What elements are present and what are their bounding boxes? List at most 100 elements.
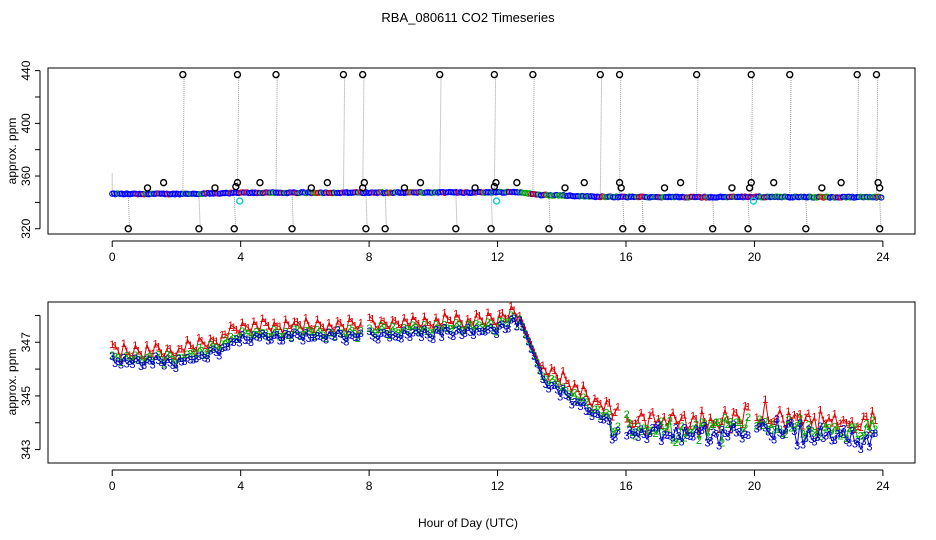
series-2-segment	[548, 378, 552, 385]
series-3-point: 3	[150, 359, 156, 371]
outlier-low-point	[124, 225, 132, 233]
series-3-segment	[701, 425, 706, 431]
series-1-point: 1	[294, 317, 300, 329]
series-2-segment	[614, 425, 619, 432]
series-3-segment	[741, 433, 746, 439]
series-1-point: 1	[404, 317, 410, 329]
series-1-segment	[542, 364, 547, 372]
series-1-segment	[152, 343, 157, 354]
raw-point	[837, 178, 845, 187]
series-1-point: 1	[742, 401, 748, 413]
series-1-point: 1	[514, 313, 520, 325]
series-2-segment	[796, 417, 801, 426]
series-1-segment	[250, 320, 255, 333]
series-3-point: 3	[355, 332, 361, 344]
series-3-segment	[565, 394, 570, 397]
series-3-point: 3	[219, 343, 225, 355]
series-3-segment	[166, 358, 171, 364]
series-1-segment	[655, 418, 659, 425]
series-3-segment	[276, 334, 281, 341]
series-3-point: 3	[424, 329, 430, 341]
series-2-point: 2	[473, 318, 479, 330]
series-3-segment	[435, 328, 439, 331]
series-3-point: 3	[696, 426, 702, 438]
series-1-point: 1	[193, 345, 199, 357]
calibration-point	[749, 197, 758, 205]
series-2-segment	[840, 433, 844, 436]
raw-point	[513, 178, 521, 187]
series-3-point: 3	[216, 351, 222, 363]
series-1-point: 1	[548, 363, 554, 375]
series-1-point: 1	[852, 424, 858, 436]
series-2-point: 2	[184, 349, 190, 361]
series-2-point: 2	[858, 431, 864, 443]
series-1-segment	[649, 411, 654, 416]
series-3-point: 3	[323, 335, 329, 347]
series-1-point: 1	[855, 421, 861, 433]
series-2-point: 2	[849, 422, 855, 434]
series-2-segment	[296, 328, 301, 335]
series-1-point: 1	[629, 419, 635, 431]
series-2-point: 2	[407, 325, 413, 337]
series-1-segment	[741, 405, 746, 424]
series-3-point: 3	[491, 325, 497, 337]
series-3-segment	[233, 338, 237, 343]
series-1-point: 1	[311, 324, 317, 336]
series-1-segment	[646, 414, 651, 431]
series-1-point: 1	[563, 375, 569, 387]
series-2-point: 2	[442, 320, 448, 332]
series-3-segment	[215, 351, 220, 356]
series-2-point: 2	[306, 325, 312, 337]
series-1-segment	[666, 417, 671, 427]
series-2-segment	[478, 324, 483, 328]
series-3-point: 3	[725, 431, 731, 443]
spike-trace	[856, 74, 859, 198]
series-3-segment	[597, 413, 602, 420]
raw-point	[232, 182, 240, 191]
series-3-segment	[704, 425, 709, 443]
series-3-point: 3	[670, 433, 676, 445]
series-3-segment	[290, 331, 295, 339]
series-1-segment	[343, 327, 347, 332]
series-1-point: 1	[135, 346, 141, 358]
series-1-segment	[761, 398, 766, 420]
series-1-point: 1	[673, 415, 679, 427]
series-3-segment	[409, 332, 414, 338]
series-1-segment	[294, 320, 298, 323]
series-1-segment	[597, 400, 601, 404]
series-3-segment	[270, 334, 275, 340]
series-1-point: 1	[427, 319, 433, 331]
series-1-segment	[114, 345, 119, 351]
series-3-segment	[328, 331, 333, 336]
series-2-segment	[727, 420, 732, 425]
series-3-point: 3	[291, 327, 297, 339]
series-1-segment	[727, 419, 732, 430]
series-3-point: 3	[366, 326, 372, 338]
series-2-segment	[187, 352, 191, 355]
series-2-segment	[415, 327, 419, 332]
series-2-segment	[568, 393, 572, 397]
series-2-segment	[764, 421, 769, 430]
series-3-segment	[738, 431, 743, 439]
series-1-segment	[608, 402, 613, 417]
series-1-segment	[267, 325, 272, 332]
series-2-point: 2	[681, 432, 687, 444]
series-2-segment	[241, 330, 246, 334]
series-2-segment	[155, 354, 159, 357]
series-1-segment	[562, 370, 567, 381]
spike-trace	[747, 196, 750, 229]
series-3-segment	[120, 357, 125, 365]
series-2-segment	[259, 332, 263, 336]
series-3-segment	[496, 325, 500, 335]
series-2-point: 2	[661, 426, 667, 438]
series-1-point: 1	[791, 410, 797, 422]
x-tick-label-0-1: 4	[237, 250, 244, 264]
series-2-segment	[140, 358, 145, 362]
series-2-segment	[282, 331, 287, 337]
series-2-segment	[707, 425, 711, 437]
series-3-point: 3	[349, 330, 355, 342]
series-2-point: 2	[375, 327, 381, 339]
series-1-point: 1	[647, 410, 653, 422]
series-3-point: 3	[415, 327, 421, 339]
